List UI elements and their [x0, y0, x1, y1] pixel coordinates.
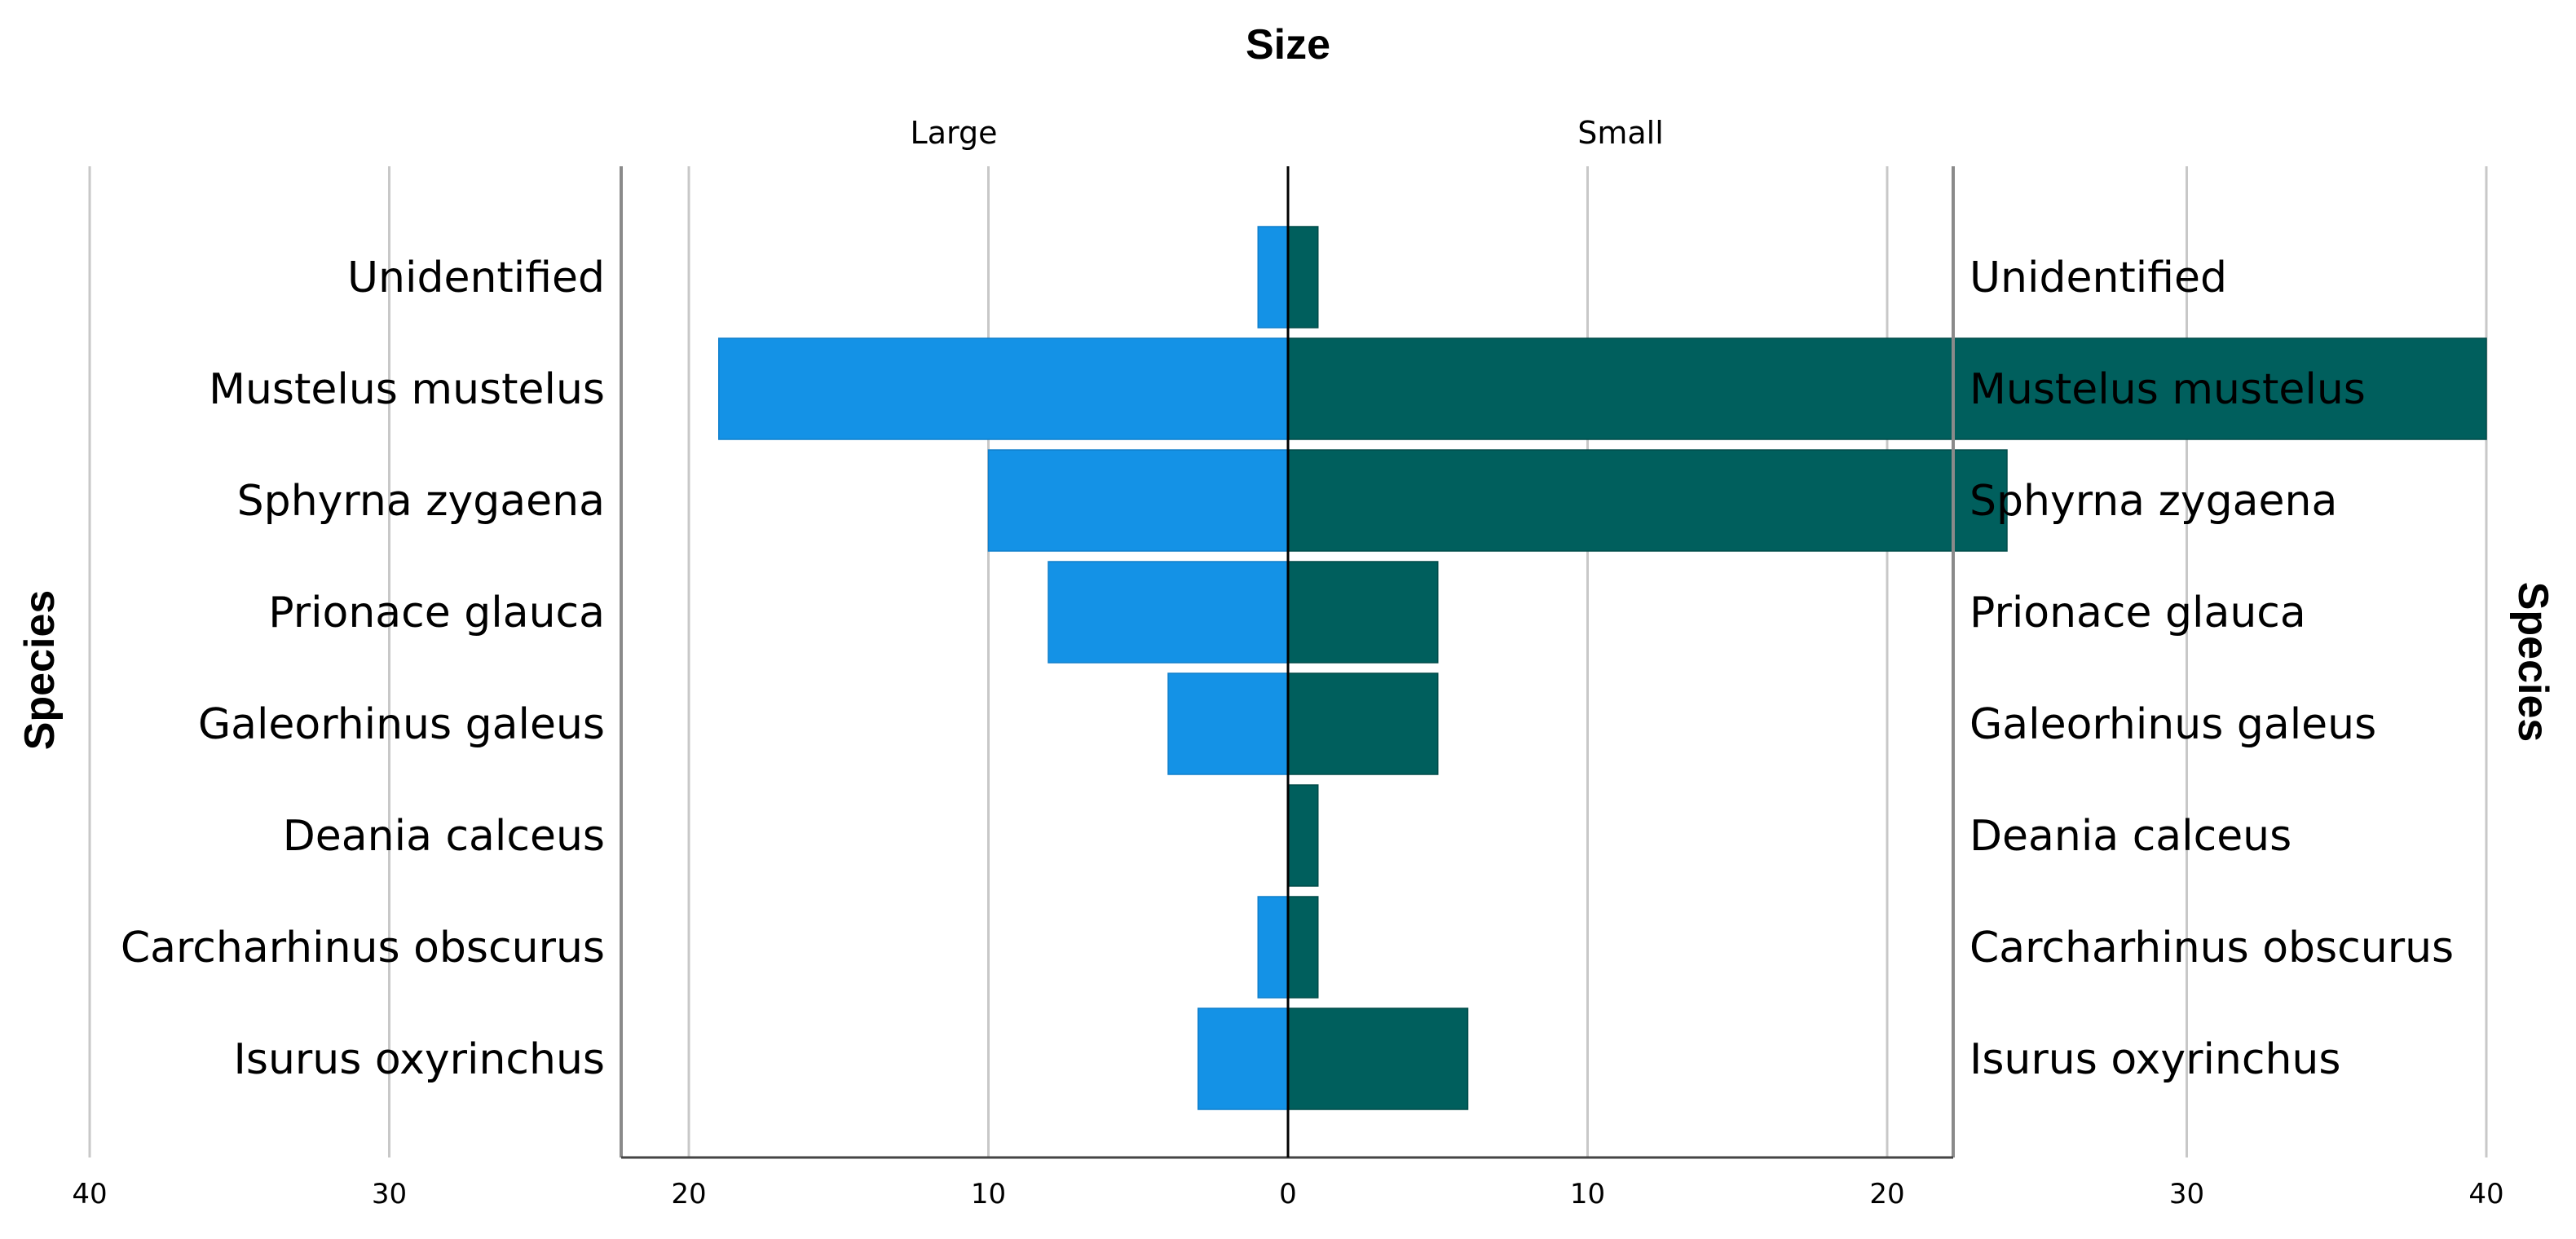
chart-title: Size [1246, 21, 1330, 68]
panel-label-large: Large [911, 115, 998, 151]
category-label-left-6: Deania calceus [283, 812, 605, 861]
bar-small-4 [1287, 561, 1439, 664]
bar-large-3 [987, 449, 1289, 552]
bar-large-5 [1167, 672, 1289, 775]
category-label-right-5: Galeorhinus galeus [1969, 700, 2376, 749]
bar-large-1 [1257, 226, 1289, 328]
tick-label-left-40: 40 [72, 1178, 107, 1210]
bar-small-3 [1287, 449, 2008, 552]
bar-small-8 [1287, 1008, 1469, 1110]
category-label-right-7: Carcharhinus obscurus [1969, 924, 2454, 972]
y-axis-title-left: Species [16, 590, 64, 751]
category-label-left-7: Carcharhinus obscurus [121, 924, 605, 972]
bar-large-2 [718, 337, 1289, 440]
bars [718, 226, 2487, 1110]
category-label-left-4: Prionace glauca [268, 589, 605, 637]
bar-small-1 [1287, 226, 1319, 328]
category-label-right-4: Prionace glauca [1969, 589, 2306, 637]
category-label-right-2: Mustelus mustelus [1969, 365, 2366, 414]
tick-label-left-20: 20 [671, 1178, 706, 1210]
tick-label-right-40: 40 [2468, 1178, 2503, 1210]
tick-label-right-10: 10 [1570, 1178, 1605, 1210]
category-label-right-8: Isurus oxyrinchus [1969, 1035, 2340, 1084]
category-label-right-1: Unidentified [1969, 254, 2227, 302]
category-label-left-8: Isurus oxyrinchus [234, 1035, 605, 1084]
tick-label-left-10: 10 [971, 1178, 1006, 1210]
tick-label-left-30: 30 [372, 1178, 407, 1210]
category-label-right-3: Sphyrna zygaena [1969, 477, 2337, 526]
y-axis-title-right: Species [2509, 582, 2556, 743]
tick-label-0: 0 [1279, 1178, 1297, 1210]
bar-small-7 [1287, 896, 1319, 999]
bar-large-8 [1198, 1008, 1289, 1110]
plot-frame [620, 166, 1955, 1159]
bar-large-4 [1048, 561, 1289, 664]
bar-large-7 [1257, 896, 1289, 999]
category-label-left-3: Sphyrna zygaena [237, 477, 605, 526]
tick-label-right-20: 20 [1869, 1178, 1904, 1210]
gridlines [88, 166, 2488, 1157]
tick-label-right-30: 30 [2169, 1178, 2204, 1210]
category-label-right-6: Deania calceus [1969, 812, 2291, 861]
bar-small-5 [1287, 672, 1439, 775]
panel-label-small: Small [1577, 115, 1664, 151]
category-label-left-2: Mustelus mustelus [209, 365, 605, 414]
category-label-left-1: Unidentified [347, 254, 605, 302]
category-label-left-5: Galeorhinus galeus [198, 700, 605, 749]
labels: Unidentified Unidentified Mustelus mustelu… [16, 21, 2556, 1210]
bar-small-6 [1287, 784, 1319, 887]
